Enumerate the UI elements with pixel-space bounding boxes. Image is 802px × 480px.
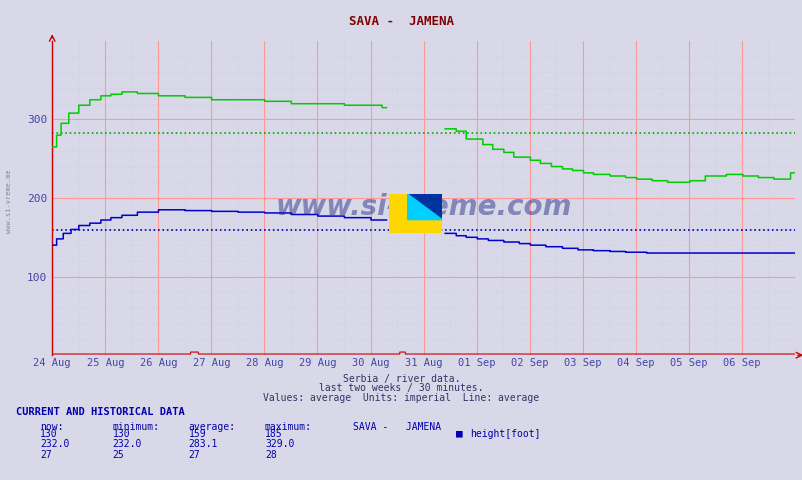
Text: 130: 130	[40, 429, 58, 439]
Polygon shape	[407, 194, 442, 220]
Text: 27: 27	[188, 450, 200, 460]
Text: SAVA -   JAMENA: SAVA - JAMENA	[353, 421, 441, 432]
Text: 185: 185	[265, 429, 282, 439]
Text: average:: average:	[188, 421, 236, 432]
Text: 159: 159	[188, 429, 206, 439]
Text: height[foot]: height[foot]	[469, 429, 540, 439]
Text: 232.0: 232.0	[112, 439, 142, 449]
Text: 283.1: 283.1	[188, 439, 218, 449]
Text: www.si-vreme.me: www.si-vreme.me	[6, 170, 12, 233]
Text: minimum:: minimum:	[112, 421, 160, 432]
Text: 27: 27	[40, 450, 52, 460]
Text: www.si-vreme.com: www.si-vreme.com	[275, 193, 571, 221]
Text: maximum:: maximum:	[265, 421, 312, 432]
Text: Serbia / river data.: Serbia / river data.	[342, 373, 460, 384]
Text: Values: average  Units: imperial  Line: average: Values: average Units: imperial Line: av…	[263, 393, 539, 403]
Text: 28: 28	[265, 450, 277, 460]
Polygon shape	[407, 194, 442, 220]
Text: 232.0: 232.0	[40, 439, 70, 449]
Text: CURRENT AND HISTORICAL DATA: CURRENT AND HISTORICAL DATA	[16, 407, 184, 417]
Text: 329.0: 329.0	[265, 439, 294, 449]
Text: last two weeks / 30 minutes.: last two weeks / 30 minutes.	[319, 383, 483, 393]
Text: SAVA -  JAMENA: SAVA - JAMENA	[349, 15, 453, 28]
Text: 130: 130	[112, 429, 130, 439]
Text: ■: ■	[456, 429, 462, 439]
Text: now:: now:	[40, 421, 63, 432]
Text: 25: 25	[112, 450, 124, 460]
